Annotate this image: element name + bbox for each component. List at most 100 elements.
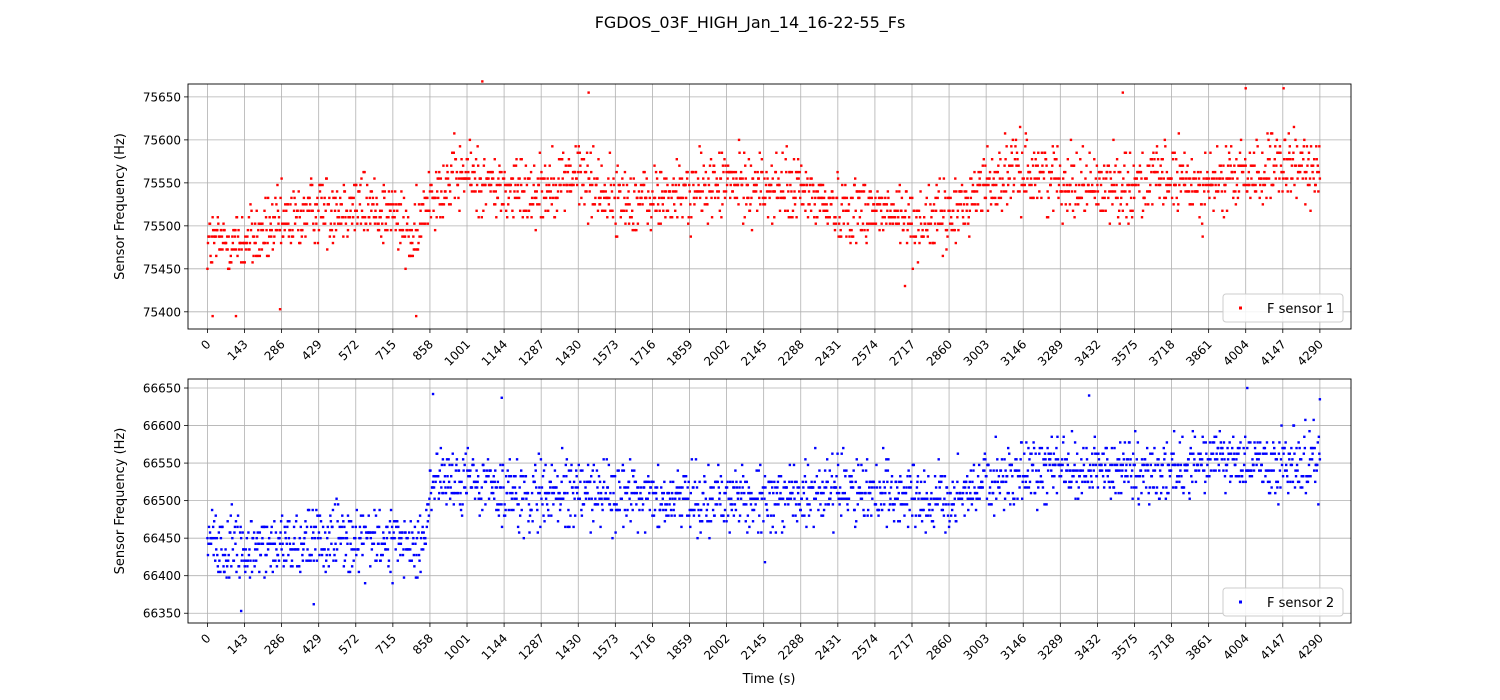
data-point (1000, 209, 1004, 212)
data-point (428, 497, 431, 500)
data-point (618, 508, 621, 512)
data-point (1031, 164, 1035, 167)
data-point (590, 475, 593, 478)
data-point (353, 183, 356, 187)
data-point (548, 164, 551, 167)
data-point (701, 209, 704, 212)
data-point (699, 508, 703, 512)
data-point (328, 531, 331, 534)
data-point (796, 491, 800, 495)
data-point (374, 216, 378, 219)
data-point (363, 170, 366, 174)
data-point (835, 196, 839, 200)
data-point (737, 491, 740, 495)
data-point (1219, 452, 1222, 455)
data-point (1264, 475, 1267, 478)
data-point (1117, 170, 1120, 174)
data-point (392, 203, 395, 206)
data-point (638, 508, 641, 512)
data-point (1191, 480, 1194, 484)
data-point (952, 209, 955, 212)
data-point (948, 209, 951, 212)
data-point (475, 183, 479, 187)
data-point (699, 190, 702, 193)
data-point (1170, 458, 1174, 461)
data-point (528, 531, 531, 534)
data-point (235, 570, 238, 574)
data-point (793, 497, 796, 500)
data-point (791, 216, 794, 219)
data-point (264, 570, 268, 574)
data-point (955, 203, 959, 206)
data-point (815, 190, 818, 193)
data-point (720, 216, 723, 219)
data-point (565, 183, 569, 187)
data-point (1105, 469, 1108, 472)
data-point (425, 209, 429, 212)
data-point (1183, 151, 1186, 154)
data-point (361, 514, 365, 517)
data-point (390, 525, 394, 529)
data-point (664, 503, 667, 506)
data-point (750, 228, 754, 232)
data-point (1109, 177, 1113, 180)
data-point (592, 520, 595, 523)
data-point (439, 216, 442, 219)
data-point (425, 525, 429, 529)
data-point (878, 486, 882, 489)
data-point (1291, 158, 1295, 161)
data-point (717, 463, 720, 467)
data-point (1011, 164, 1014, 167)
data-point (662, 209, 665, 212)
data-point (655, 209, 658, 212)
data-point (350, 196, 353, 200)
data-point (494, 469, 497, 472)
data-point (1256, 452, 1260, 455)
data-point (1302, 145, 1306, 148)
data-point (1203, 469, 1206, 472)
data-point (657, 525, 661, 529)
figure-title: FGDOS_03F_HIGH_Jan_14_16-22-55_Fs (595, 13, 906, 33)
data-point (450, 475, 453, 478)
data-point (1303, 138, 1306, 142)
data-point (288, 542, 292, 545)
data-point (579, 164, 582, 167)
data-point (991, 491, 995, 495)
data-point (695, 196, 698, 200)
data-point (282, 209, 285, 212)
data-point-outlier (239, 609, 243, 613)
data-point (725, 520, 728, 523)
data-point (1190, 183, 1193, 187)
data-point (389, 508, 393, 512)
data-point (837, 491, 841, 495)
data-point (820, 514, 823, 517)
data-point (531, 475, 535, 478)
data-point (1294, 475, 1298, 478)
data-point (837, 497, 840, 500)
data-point (390, 190, 394, 193)
data-point (1237, 452, 1240, 455)
data-point (602, 458, 605, 461)
data-point (942, 177, 946, 180)
data-point (342, 183, 346, 187)
data-point (1293, 183, 1296, 187)
data-point (1194, 480, 1198, 484)
data-point (1248, 151, 1252, 154)
data-point (944, 503, 948, 506)
data-point (1073, 216, 1076, 219)
data-point (956, 480, 959, 484)
data-point (863, 514, 866, 517)
data-point (1161, 170, 1164, 174)
data-point (768, 196, 771, 200)
data-point (608, 196, 611, 200)
data-point (932, 209, 935, 212)
data-point (1116, 216, 1120, 219)
data-point (401, 553, 405, 557)
data-point (641, 203, 644, 206)
data-point (233, 235, 237, 238)
data-point (1012, 183, 1016, 187)
data-point (1318, 177, 1322, 180)
data-point (1017, 164, 1020, 167)
data-point (447, 203, 451, 206)
data-point (263, 241, 267, 245)
